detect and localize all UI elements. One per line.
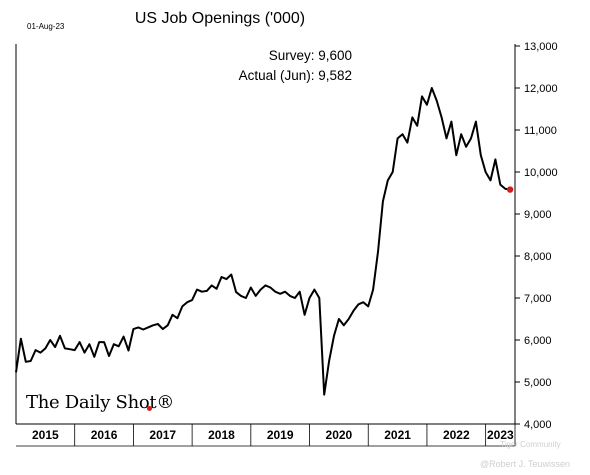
series-line: [15, 87, 511, 396]
y-tick-label: 5,000: [524, 377, 552, 389]
x-tick-label: 2021: [384, 428, 411, 442]
x-tick-label: 2022: [443, 428, 470, 442]
y-tick-label: 13,000: [524, 41, 558, 53]
x-tick-label: 2023: [487, 428, 514, 442]
x-tick-label: 2016: [91, 428, 118, 442]
y-tick-label: 12,000: [524, 83, 558, 95]
watermark-1: Tiger Community: [500, 440, 561, 449]
x-tick-label: 2017: [149, 428, 176, 442]
y-tick-label: 6,000: [524, 335, 552, 347]
annotation-survey: Survey: 9,600: [268, 48, 352, 63]
y-tick-label: 11,000: [524, 125, 557, 137]
x-tick-label: 2019: [267, 428, 294, 442]
chart-title: US Job Openings ('000): [134, 10, 306, 27]
source-logo: The Daily Shot®: [26, 392, 175, 413]
y-tick-label: 7,000: [524, 293, 552, 305]
x-tick-label: 2015: [32, 428, 59, 442]
y-tick-label: 10,000: [524, 167, 558, 179]
date-stamp: 01-Aug-23: [27, 22, 65, 31]
x-tick-label: 2020: [326, 428, 353, 442]
watermark-2: @Robert J. Teuwissen: [480, 459, 571, 469]
y-tick-label: 4,000: [524, 419, 552, 431]
y-tick-label: 8,000: [524, 251, 552, 263]
y-tick-label: 9,000: [524, 209, 552, 221]
x-tick-label: 2018: [208, 428, 235, 442]
last-point-marker: [506, 186, 514, 193]
annotation-actual: Actual (Jun): 9,582: [238, 68, 352, 83]
logo-dot-icon: [147, 406, 152, 411]
